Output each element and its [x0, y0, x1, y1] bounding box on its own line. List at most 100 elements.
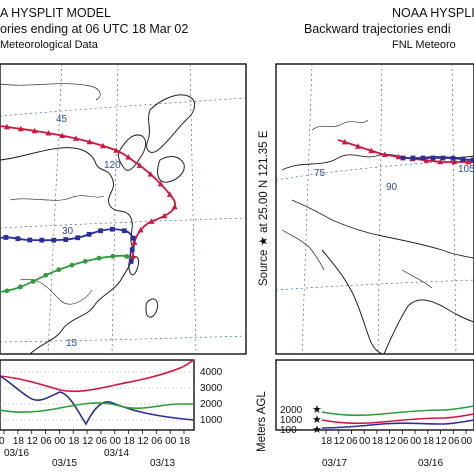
map-label-45: 45 — [56, 114, 68, 125]
meteorological-data-label: Meteorological Data — [0, 39, 98, 51]
triangle-marker — [166, 191, 173, 197]
square-marker — [63, 237, 69, 242]
circle-marker — [110, 253, 116, 259]
river-line — [9, 195, 105, 201]
longitude-line-105 — [451, 63, 457, 355]
latitude-line — [275, 279, 474, 291]
triangle-marker — [148, 218, 155, 224]
left-map-frame — [0, 63, 247, 355]
triangle-marker — [341, 139, 348, 145]
triangle-marker — [113, 147, 120, 153]
time-tick-label: 06 — [448, 436, 460, 447]
time-tick-label: 06 — [96, 436, 108, 447]
time-tick-label: 12 — [436, 436, 448, 447]
time-tick-label: 12 — [27, 436, 39, 447]
triangle-marker — [171, 203, 178, 210]
triangle-marker — [136, 162, 143, 168]
trajectory-title: ories ending at 06 UTC 18 Mar 02 — [0, 22, 189, 36]
right-height-tick-2000: 2000 — [280, 405, 303, 416]
square-marker — [121, 228, 127, 234]
square-marker — [430, 155, 436, 161]
time-tick-label: 12 — [385, 436, 397, 447]
date-tick-0314: 03/14 — [104, 448, 129, 459]
triangle-marker — [99, 142, 106, 149]
latitude-line-45 — [0, 97, 247, 117]
square-marker — [470, 157, 474, 163]
triangle-marker — [86, 138, 93, 145]
height-tick-1000: 1000 — [200, 415, 223, 426]
circle-marker — [43, 272, 49, 278]
square-marker — [129, 247, 135, 253]
right-map-label-90: 90 — [386, 182, 398, 193]
right-date-tick-0316: 03/16 — [418, 458, 443, 469]
square-marker — [460, 156, 466, 162]
coastline-mainland — [0, 147, 134, 355]
date-tick-0313: 03/13 — [150, 458, 175, 469]
longitude-line-90 — [377, 63, 383, 355]
longitude-line — [47, 63, 63, 355]
coastline-japan-north — [146, 94, 195, 153]
time-tick-label: 18 — [124, 436, 136, 447]
triangle-marker — [465, 159, 472, 165]
square-marker — [27, 237, 33, 243]
triangle-marker — [355, 143, 362, 149]
right-trajectory-panel: NOAA HYSPLIT M Backward trajectories end… — [252, 0, 474, 474]
left-height-profile-frame — [0, 359, 195, 431]
time-tick-label: 12 — [137, 436, 149, 447]
time-tick-label: 18 — [372, 436, 384, 447]
circle-marker — [17, 284, 23, 290]
right-height-tick-100: 100 — [280, 425, 297, 436]
time-tick-label: 18 — [179, 436, 191, 447]
right-height-profile-green — [321, 405, 474, 417]
model-title: A HYSPLIT MODEL — [0, 6, 111, 20]
left-trajectory-markers — [3, 123, 178, 294]
height-tick-3000: 3000 — [200, 383, 223, 394]
square-marker — [128, 258, 134, 264]
triangle-marker — [147, 171, 154, 177]
triangle-marker — [137, 226, 144, 233]
map-label-15: 15 — [66, 338, 78, 349]
square-marker — [3, 235, 9, 240]
time-tick-label: 00 — [410, 436, 422, 447]
right-map-frame — [275, 63, 474, 355]
coastline-taiwan — [128, 255, 139, 276]
triangle-marker — [31, 127, 38, 134]
triangle-marker — [125, 154, 132, 160]
right-time-axis: 18 12 06 00 18 12 06 00 18 12 06 00 — [321, 430, 473, 447]
time-tick-label: 00 — [359, 436, 371, 447]
triangle-marker — [129, 253, 136, 259]
right-map-svg: 75 90 105 2000 1000 100 ★ ★ ★ 18 12 06 00 18… — [275, 63, 474, 469]
height-tick-4000: 4000 — [200, 367, 223, 378]
right-meteorological-data-label: FNL Meteoro — [392, 39, 456, 51]
triangle-marker — [161, 212, 168, 219]
circle-marker — [4, 288, 10, 294]
height-profile-blue — [0, 375, 195, 426]
coastline-india-west — [321, 249, 385, 355]
triangle-marker — [451, 159, 458, 165]
triangle-marker — [17, 125, 24, 132]
square-marker — [75, 235, 81, 241]
triangle-marker — [72, 135, 79, 141]
time-tick-label: 00 — [461, 436, 473, 447]
coastline-japan-south — [157, 156, 185, 183]
square-marker — [130, 235, 136, 241]
circle-marker — [96, 255, 102, 261]
source-star-icon: ★ — [312, 413, 322, 426]
time-tick-label: 06 — [397, 436, 409, 447]
right-date-tick-0317: 03/17 — [322, 458, 347, 469]
left-trajectory-panel: A HYSPLIT MODEL ories ending at 06 UTC 1… — [0, 6, 247, 469]
circle-marker — [30, 278, 36, 284]
time-tick-label: 06 — [41, 436, 53, 447]
triangle-marker — [368, 147, 375, 154]
date-tick-0316: 03/16 — [4, 448, 29, 459]
coastline-philippines — [145, 298, 159, 318]
circle-marker — [82, 258, 88, 264]
map-label-30: 30 — [62, 226, 74, 237]
trajectory-red-line — [0, 125, 176, 265]
height-tick-2000: 2000 — [200, 399, 223, 410]
map-label-120: 120 — [104, 160, 121, 171]
time-tick-label: 12 — [334, 436, 346, 447]
square-marker — [420, 155, 426, 161]
height-profile-green — [0, 402, 194, 413]
right-map-label-75: 75 — [314, 168, 326, 179]
